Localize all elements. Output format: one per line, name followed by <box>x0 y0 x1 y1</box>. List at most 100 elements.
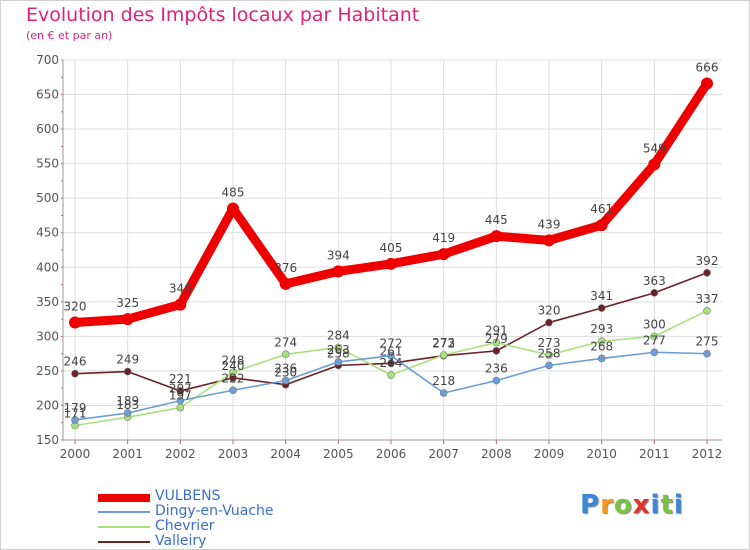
point-chevrier-2011 <box>650 332 659 341</box>
data-label-dingy-en-vuache-2007: 218 <box>432 374 455 388</box>
data-label-chevrier-2010: 293 <box>590 322 613 336</box>
point-chevrier-2006 <box>387 371 395 379</box>
point-chevrier-2008 <box>492 338 501 347</box>
data-label-dingy-en-vuache-2011: 277 <box>643 333 666 347</box>
data-label-chevrier-2012: 337 <box>696 292 719 306</box>
legend-label-vulbens: VULBENS <box>155 488 221 504</box>
data-label-dingy-en-vuache-2004: 236 <box>274 362 297 376</box>
data-label-dingy-en-vuache-2009: 258 <box>538 346 561 360</box>
y-tick-label-600: 600 <box>36 122 59 136</box>
point-dingy-en-vuache-2008 <box>492 376 501 385</box>
data-label-chevrier-2005: 284 <box>327 328 350 342</box>
data-label-valleiry-2001: 249 <box>116 353 139 367</box>
data-label-vulbens-2012: 666 <box>696 60 719 74</box>
data-label-valleiry-2003: 240 <box>222 359 245 373</box>
data-label-dingy-en-vuache-2010: 268 <box>590 339 613 353</box>
point-chevrier-2003 <box>229 368 237 377</box>
x-tick-label-2002: 2002 <box>165 447 196 461</box>
point-vulbens-2006 <box>385 257 397 270</box>
y-tick-label-150: 150 <box>36 433 59 447</box>
data-label-vulbens-2003: 485 <box>222 186 245 200</box>
point-dingy-en-vuache-2011 <box>650 348 659 357</box>
point-vulbens-2004 <box>279 277 292 290</box>
point-dingy-en-vuache-2004 <box>281 376 290 385</box>
data-label-valleiry-2007: 272 <box>432 337 455 351</box>
logo-letter: t <box>660 490 674 520</box>
legend-label-valleiry: Valleiry <box>155 533 207 549</box>
data-label-vulbens-2008: 445 <box>485 213 508 227</box>
data-label-chevrier-2002: 197 <box>169 389 192 403</box>
y-tick-label-450: 450 <box>36 226 59 240</box>
data-label-vulbens-2002: 346 <box>169 282 192 296</box>
point-dingy-en-vuache-2006 <box>387 351 395 360</box>
point-vulbens-2005 <box>332 265 345 278</box>
data-label-chevrier-2000: 171 <box>64 406 87 420</box>
data-label-chevrier-2003: 248 <box>222 353 245 367</box>
chart-subtitle: (en € et par an) <box>26 29 113 42</box>
data-label-dingy-en-vuache-2002: 207 <box>169 382 192 396</box>
data-label-valleiry-2000: 246 <box>64 355 87 369</box>
logo-letter: x <box>632 490 651 520</box>
point-dingy-en-vuache-2009 <box>545 361 553 370</box>
point-dingy-en-vuache-2003 <box>229 386 237 395</box>
data-label-vulbens-2006: 405 <box>380 241 403 255</box>
y-tick-label-700: 700 <box>36 53 59 67</box>
point-vulbens-2001 <box>121 313 134 326</box>
y-tick-label-250: 250 <box>36 364 59 378</box>
x-tick-label-2009: 2009 <box>534 447 565 461</box>
data-label-valleiry-2011: 363 <box>643 274 666 288</box>
data-label-dingy-en-vuache-2001: 189 <box>116 394 139 408</box>
x-tick-label-2004: 2004 <box>270 447 301 461</box>
data-label-valleiry-2010: 341 <box>590 289 613 303</box>
point-valleiry-2012 <box>703 268 711 277</box>
data-label-valleiry-2006: 261 <box>380 344 403 358</box>
data-label-chevrier-2011: 300 <box>643 317 666 331</box>
data-label-dingy-en-vuache-2005: 263 <box>327 343 350 357</box>
point-vulbens-2009 <box>543 234 555 247</box>
point-valleiry-2002 <box>176 387 185 395</box>
point-vulbens-2002 <box>174 298 187 311</box>
point-chevrier-2005 <box>334 343 343 352</box>
logo-letter: o <box>613 490 633 520</box>
point-chevrier-2007 <box>439 351 448 359</box>
y-tick-label-550: 550 <box>36 157 59 171</box>
x-tick-label-2011: 2011 <box>639 447 670 461</box>
data-label-dingy-en-vuache-2006: 272 <box>380 337 403 351</box>
x-tick-label-2003: 2003 <box>218 447 249 461</box>
legend-swatch-valleiry <box>98 541 150 543</box>
data-label-valleiry-2012: 392 <box>696 254 719 268</box>
point-dingy-en-vuache-2010 <box>597 354 606 363</box>
data-label-chevrier-2004: 274 <box>274 335 297 349</box>
legend-swatch-dingy <box>98 511 150 513</box>
point-valleiry-2010 <box>597 304 606 312</box>
x-tick-label-2007: 2007 <box>428 447 459 461</box>
point-valleiry-2006 <box>387 359 395 368</box>
logo-letter: r <box>600 490 614 520</box>
point-valleiry-2008 <box>492 347 501 355</box>
data-label-valleiry-2005: 258 <box>327 346 350 360</box>
y-tick-label-200: 200 <box>36 398 59 412</box>
data-label-vulbens-2000: 320 <box>64 300 87 314</box>
data-label-dingy-en-vuache-2008: 236 <box>485 362 508 376</box>
point-dingy-en-vuache-2012 <box>703 349 711 358</box>
legend-swatch-chevrier <box>98 526 150 528</box>
point-vulbens-2011 <box>648 158 661 171</box>
x-tick-label-2005: 2005 <box>323 447 354 461</box>
x-tick-label-2008: 2008 <box>481 447 512 461</box>
point-dingy-en-vuache-2005 <box>334 358 343 366</box>
point-valleiry-2009 <box>545 318 553 327</box>
data-label-valleiry-2009: 320 <box>538 304 561 318</box>
data-label-vulbens-2007: 419 <box>432 231 455 245</box>
data-label-valleiry-2008: 279 <box>485 332 508 346</box>
point-vulbens-2008 <box>490 230 503 243</box>
data-label-vulbens-2004: 376 <box>274 261 297 275</box>
point-chevrier-2002 <box>176 403 185 412</box>
y-tick-label-500: 500 <box>36 191 59 205</box>
point-valleiry-2011 <box>650 289 659 297</box>
point-chevrier-2004 <box>281 350 290 359</box>
data-label-chevrier-2007: 273 <box>432 336 455 350</box>
x-tick-label-2006: 2006 <box>376 447 407 461</box>
data-label-vulbens-2005: 394 <box>327 248 350 262</box>
y-tick-label-650: 650 <box>36 88 59 102</box>
